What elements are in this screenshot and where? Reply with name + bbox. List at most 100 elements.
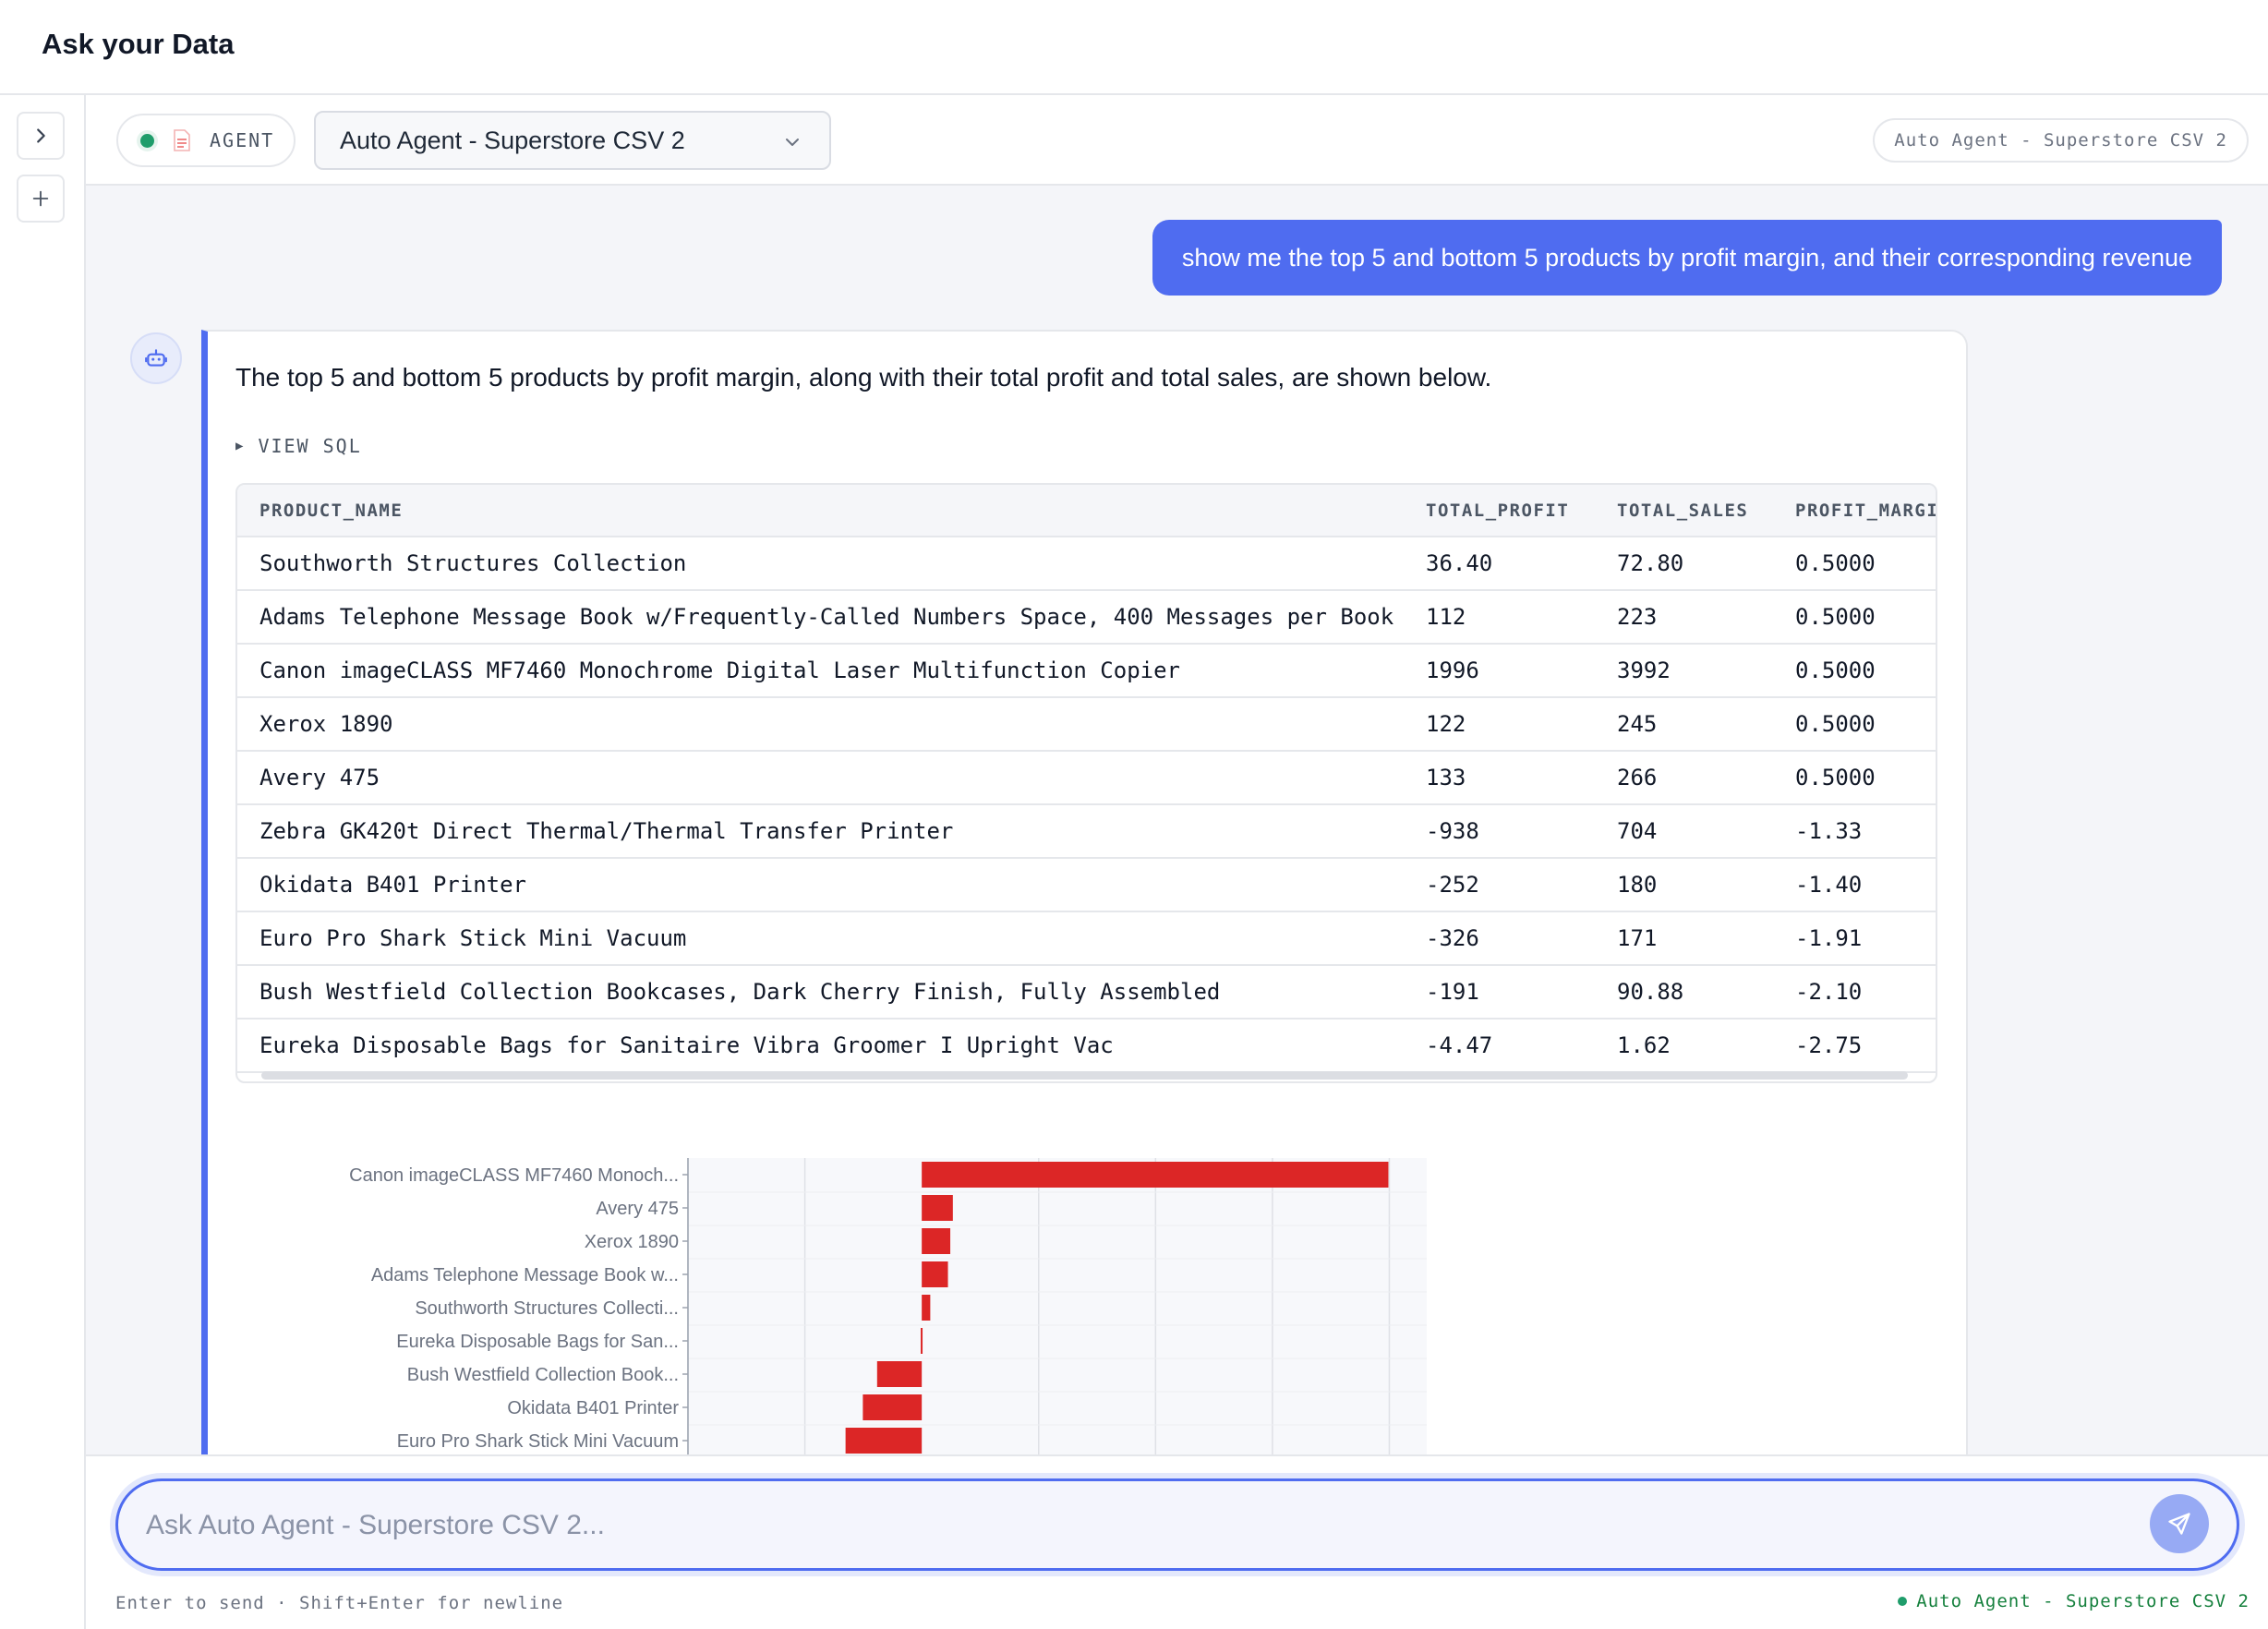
horizontal-scrollbar[interactable] [261,1071,1908,1080]
send-icon [2168,1513,2190,1535]
table-cell: Zebra GK420t Direct Thermal/Thermal Tran… [237,804,1404,859]
chevron-down-icon [786,139,799,146]
category-label: Bush Westfield Collection Book... [407,1365,679,1385]
table-cell: -1.40 [1773,858,1936,912]
table-cell: 90.88 [1595,965,1773,1020]
app-header: Ask your Data [0,0,2268,95]
table-cell: 245 [1595,697,1773,752]
new-chat-button[interactable] [17,175,65,223]
bar [922,1295,931,1321]
results-table: PRODUCT_NAME TOTAL_PROFIT TOTAL_SALES PR… [237,485,1936,1073]
table-cell: Bush Westfield Collection Bookcases, Dar… [237,965,1404,1020]
status-dot [1898,1597,1908,1606]
category-label: Avery 475 [596,1199,679,1219]
table-cell: 122 [1404,697,1595,752]
bar [922,1162,1389,1188]
category-label: Xerox 1890 [585,1232,679,1252]
table-row: Avery 475 133 266 0.5000 [237,751,1936,805]
expand-sidebar-button[interactable] [17,112,65,160]
csv-file-icon [174,129,190,151]
table-row: Eureka Disposable Bags for Sanitaire Vib… [237,1019,1936,1073]
chat-input-box[interactable] [115,1478,2239,1571]
table-cell: 223 [1595,590,1773,645]
table-cell: 1.62 [1595,1019,1773,1073]
column-header: TOTAL_PROFIT [1404,485,1595,537]
table-cell: 704 [1595,804,1773,859]
table-cell: 36.40 [1404,537,1595,591]
send-button[interactable] [2150,1494,2209,1553]
category-label: Eureka Disposable Bags for San... [396,1332,679,1352]
table-row: Adams Telephone Message Book w/Frequentl… [237,590,1936,645]
bar [863,1394,923,1420]
bar [921,1328,923,1354]
table-cell: -2.75 [1773,1019,1936,1073]
table-cell: -1.91 [1773,911,1936,966]
bar [922,1228,951,1254]
agent-toolbar: AGENT Auto Agent - Superstore CSV 2 Auto… [86,95,2268,186]
main-panel: AGENT Auto Agent - Superstore CSV 2 Auto… [86,95,2268,1629]
table-row: Bush Westfield Collection Bookcases, Dar… [237,965,1936,1020]
chat-input[interactable] [146,1503,2104,1548]
bar [922,1261,948,1287]
agent-badge[interactable]: AGENT [116,114,296,167]
assistant-avatar [130,332,182,384]
online-status-dot [140,133,154,148]
table-cell: 133 [1404,751,1595,805]
bar [845,1428,923,1454]
table-row: Xerox 1890 122 245 0.5000 [237,697,1936,752]
category-label: Adams Telephone Message Book w... [371,1265,679,1285]
category-label: Southworth Structures Collecti... [415,1298,679,1319]
results-table-container[interactable]: PRODUCT_NAME TOTAL_PROFIT TOTAL_SALES PR… [235,483,1937,1083]
view-sql-label: VIEW SQL [258,435,362,457]
table-cell: Eureka Disposable Bags for Sanitaire Vib… [237,1019,1404,1073]
table-cell: 180 [1595,858,1773,912]
column-header: PROFIT_MARGIN [1773,485,1936,537]
agent-status-label: Auto Agent - Superstore CSV 2 [1916,1591,2250,1611]
composer: Enter to send · Shift+Enter for newline … [86,1454,2268,1629]
table-cell: Avery 475 [237,751,1404,805]
table-cell: 0.5000 [1773,590,1936,645]
table-cell: 3992 [1595,644,1773,698]
agent-select[interactable]: Auto Agent - Superstore CSV 2 [314,111,831,170]
table-cell: Euro Pro Shark Stick Mini Vacuum [237,911,1404,966]
table-row: Euro Pro Shark Stick Mini Vacuum -326 171-… [237,911,1936,966]
table-cell: 266 [1595,751,1773,805]
table-row: Okidata B401 Printer -252 180 -1.40 [237,858,1936,912]
table-cell: 0.5000 [1773,644,1936,698]
table-cell: Canon imageCLASS MF7460 Monochrome Digit… [237,644,1404,698]
table-header-row: PRODUCT_NAME TOTAL_PROFIT TOTAL_SALES PR… [237,485,1936,537]
column-header: TOTAL_SALES [1595,485,1773,537]
agent-select-value: Auto Agent - Superstore CSV 2 [340,126,685,154]
app-title: Ask your Data [42,28,235,60]
table-cell: 171 [1595,911,1773,966]
table-cell: Adams Telephone Message Book w/Frequentl… [237,590,1404,645]
table-cell: -938 [1404,804,1595,859]
bar [922,1195,953,1221]
assistant-answer: The top 5 and bottom 5 products by profi… [235,363,1492,392]
table-cell: -252 [1404,858,1595,912]
table-cell: Southworth Structures Collection [237,537,1404,591]
plus-icon [32,190,49,207]
disclosure-triangle-icon: ▶ [235,439,246,453]
agent-badge-label: AGENT [210,129,275,151]
table-row: Zebra GK420t Direct Thermal/Thermal Tran… [237,804,1936,859]
user-message: show me the top 5 and bottom 5 products … [1152,220,2222,296]
composer-hint: Enter to send · Shift+Enter for newline [115,1593,564,1613]
table-cell: 0.5000 [1773,751,1936,805]
table-cell: -4.47 [1404,1019,1595,1073]
table-cell: 0.5000 [1773,537,1936,591]
table-cell: -1.33 [1773,804,1936,859]
table-cell: 1996 [1404,644,1595,698]
view-sql-toggle[interactable]: ▶ VIEW SQL [235,435,362,457]
bot-icon [145,349,167,367]
category-label: Okidata B401 Printer [507,1398,679,1418]
table-row: Canon imageCLASS MF7460 Monochrome Digit… [237,644,1936,698]
active-agent-pill: Auto Agent - Superstore CSV 2 [1873,118,2249,163]
column-header: PRODUCT_NAME [237,485,1404,537]
left-rail [0,95,86,1629]
table-cell: Xerox 1890 [237,697,1404,752]
table-cell: -326 [1404,911,1595,966]
assistant-message: The top 5 and bottom 5 products by profi… [201,330,1968,1629]
table-cell: 72.80 [1595,537,1773,591]
table-cell: Okidata B401 Printer [237,858,1404,912]
